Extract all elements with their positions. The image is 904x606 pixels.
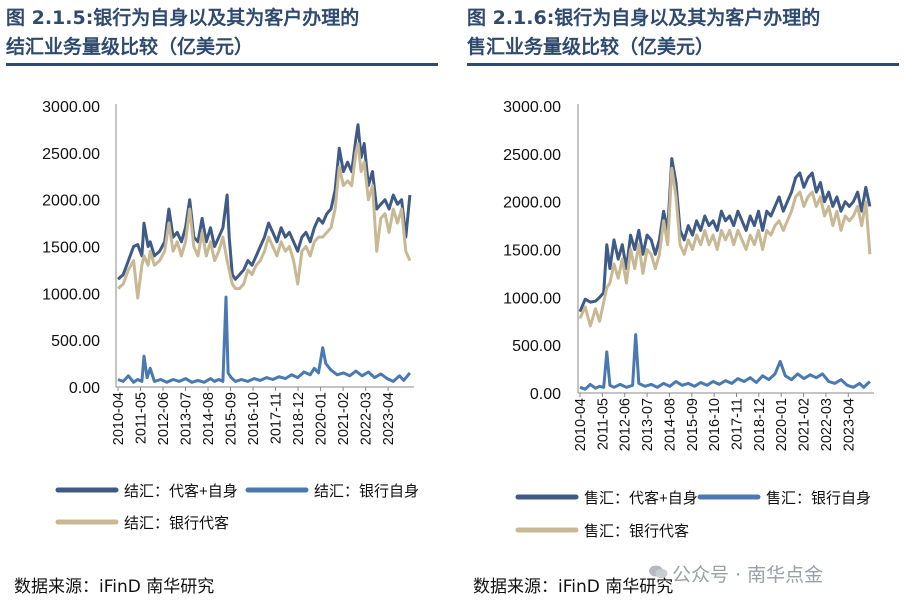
x-tick-label: 2012-06 <box>156 392 172 445</box>
x-tick-label: 2020-01 <box>314 392 330 445</box>
legend-label-total: 售汇：代客+自身 <box>584 490 698 507</box>
left-chart-title-line1: 图 2.1.5:银行为自身以及其为客户办理的 <box>6 7 360 29</box>
y-tick-label: 500.00 <box>512 338 561 355</box>
right-chart: 3000.00 2500.00 2000.00 1500.00 1000.00 500.0… <box>503 99 874 540</box>
x-tick-label: 2016-10 <box>707 398 723 451</box>
y-tick-label: 500.00 <box>51 333 100 350</box>
watermark-text: 公众号 · 南华点金 <box>672 564 824 586</box>
x-tick-label: 2021-02 <box>797 398 813 451</box>
y-tick-label: 2500.00 <box>42 146 100 163</box>
right-chart-title-line2: 售汇业务量级比较（亿美元） <box>467 36 715 58</box>
series-line-self <box>117 295 412 384</box>
right-title-rule <box>467 63 899 66</box>
x-tick-label: 2022-03 <box>359 392 375 445</box>
legend-label-client: 结汇：银行代客 <box>124 515 229 532</box>
x-tick-label: 2015-09 <box>685 398 701 451</box>
legend-label-self: 结汇：银行自身 <box>314 483 419 500</box>
left-source-note: 数据来源：iFinD 南华研究 <box>14 577 215 597</box>
legend-label-total: 结汇：代客+自身 <box>124 483 238 500</box>
x-tick-label: 2017-11 <box>729 398 745 450</box>
x-tick-label: 2011-05 <box>595 398 611 450</box>
x-tick-label: 2013-07 <box>640 398 656 451</box>
series-line-total <box>578 157 872 313</box>
x-tick-label: 2021-02 <box>336 392 352 445</box>
y-tick-label: 1000.00 <box>503 290 561 307</box>
x-tick-label: 2012-06 <box>618 398 634 451</box>
x-tick-label: 2016-10 <box>246 392 262 445</box>
series-line-total <box>116 123 412 281</box>
y-tick-label: 1500.00 <box>503 243 561 260</box>
x-tick-label: 2023-04 <box>381 392 397 445</box>
series-line-client <box>578 166 872 328</box>
wechat-icon <box>649 565 668 579</box>
x-tick-label: 2011-05 <box>134 392 150 444</box>
y-tick-label: 3000.00 <box>42 99 100 116</box>
x-tick-label: 2014-08 <box>662 398 678 451</box>
x-tick-label: 2018-12 <box>752 398 768 451</box>
x-tick-label: 2014-08 <box>201 392 217 445</box>
y-tick-label: 0.00 <box>69 380 100 397</box>
x-tick-label: 2018-12 <box>291 392 307 445</box>
left-title-rule <box>6 63 438 66</box>
x-tick-label: 2017-11 <box>269 392 285 444</box>
y-tick-label: 0.00 <box>530 386 561 403</box>
legend-label-self: 售汇：银行自身 <box>766 490 871 507</box>
y-tick-label: 2500.00 <box>503 147 561 164</box>
y-tick-label: 3000.00 <box>503 99 561 116</box>
series-line-client <box>117 142 412 300</box>
y-tick-label: 1000.00 <box>42 286 100 303</box>
x-tick-label: 2023-04 <box>841 398 857 451</box>
x-tick-label: 2022-03 <box>819 398 835 451</box>
x-tick-label: 2020-01 <box>774 398 790 451</box>
x-tick-label: 2015-09 <box>224 392 240 445</box>
x-tick-label: 2010-04 <box>111 392 127 445</box>
y-tick-label: 2000.00 <box>503 195 561 212</box>
x-tick-label: 2010-04 <box>573 398 589 451</box>
series-line-self <box>579 333 871 391</box>
right-chart-title-line1: 图 2.1.6:银行为自身以及其为客户办理的 <box>467 7 821 29</box>
right-source-note: 数据来源：iFinD 南华研究 <box>473 577 674 597</box>
y-tick-label: 1500.00 <box>42 240 100 257</box>
left-chart-title-line2: 结汇业务量级比较（亿美元） <box>6 36 254 58</box>
left-chart: 3000.00 2500.00 2000.00 1500.00 1000.00 500.0… <box>42 99 419 532</box>
y-tick-label: 2000.00 <box>42 193 100 210</box>
x-tick-label: 2013-07 <box>179 392 195 445</box>
legend-label-client: 售汇：银行代客 <box>584 523 689 540</box>
